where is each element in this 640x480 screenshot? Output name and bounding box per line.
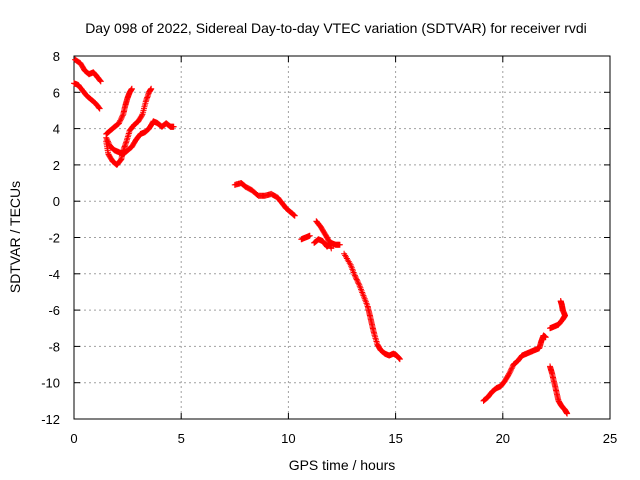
y-tick-label: -12: [41, 412, 60, 427]
data-point: [124, 135, 131, 142]
y-tick-label: -10: [41, 376, 60, 391]
y-axis: -12 -10 -8 -6 -4 -2 0 2 4 6 8: [41, 49, 610, 427]
data-point: [351, 272, 358, 279]
series-arc-8: [480, 332, 549, 404]
x-tick-label: 10: [281, 431, 295, 446]
series-arc-1b: [71, 80, 103, 112]
data-point: [336, 241, 343, 248]
series-arc-2b: [103, 85, 155, 168]
data-point: [104, 137, 111, 144]
data-point: [353, 275, 360, 282]
x-axis-label: GPS time / hours: [289, 457, 396, 473]
y-tick-label: 8: [53, 49, 60, 64]
y-axis-label: SDTVAR / TECUs: [7, 181, 23, 293]
data-point: [306, 232, 313, 239]
data-point: [96, 104, 103, 111]
data-point: [139, 112, 145, 119]
x-axis: 0 5 10 15 20 25: [70, 56, 617, 446]
data-point: [117, 117, 124, 124]
grid: [74, 56, 610, 419]
series-arc-9: [547, 298, 568, 332]
x-tick-label: 5: [178, 431, 185, 446]
data-point: [354, 279, 361, 286]
data-point: [542, 334, 549, 341]
data-point: [291, 212, 298, 219]
y-tick-label: 4: [53, 122, 60, 137]
data-point: [119, 112, 126, 119]
y-tick-label: 2: [53, 158, 60, 173]
y-tick-label: 0: [53, 194, 60, 209]
data-point: [352, 273, 359, 280]
series-arc-10: [547, 363, 571, 417]
data-point: [508, 366, 515, 373]
x-tick-label: 20: [496, 431, 510, 446]
data-point: [557, 298, 564, 304]
data-point: [117, 116, 124, 123]
data-point: [396, 356, 403, 363]
x-tick-label: 25: [603, 431, 617, 446]
data-point: [353, 276, 360, 283]
series-arc-7: [341, 250, 403, 363]
chart-title: Day 098 of 2022, Sidereal Day-to-day VTE…: [85, 20, 587, 36]
y-tick-label: 6: [53, 85, 60, 100]
data-point: [118, 115, 125, 121]
data-point: [507, 368, 514, 374]
data-point: [354, 277, 361, 284]
series-arc-4: [298, 232, 313, 243]
x-tick-label: 15: [388, 431, 402, 446]
data-point: [328, 245, 335, 252]
y-tick-label: -8: [48, 339, 60, 354]
series-arc-3: [231, 180, 298, 219]
data-point: [128, 85, 135, 92]
data-point: [506, 369, 513, 376]
data-point: [170, 123, 177, 130]
data-point: [564, 410, 571, 417]
data-point: [506, 370, 513, 377]
series-arc-6: [313, 218, 335, 252]
x-tick-label: 0: [70, 431, 77, 446]
data-series: [71, 56, 571, 417]
y-tick-label: -2: [48, 231, 60, 246]
data-point: [148, 85, 155, 92]
y-tick-label: -4: [48, 267, 60, 282]
data-point: [116, 118, 123, 125]
data-point: [508, 365, 515, 372]
series-arc-1a: [72, 56, 104, 85]
series-arc-2c: [103, 85, 135, 137]
data-point: [96, 105, 103, 112]
data-point: [116, 120, 122, 127]
y-tick-label: -6: [48, 303, 60, 318]
data-point: [97, 77, 104, 84]
data-point: [97, 78, 104, 85]
series-arc-2a: [103, 118, 177, 157]
data-point: [119, 113, 126, 120]
data-point: [355, 280, 362, 287]
